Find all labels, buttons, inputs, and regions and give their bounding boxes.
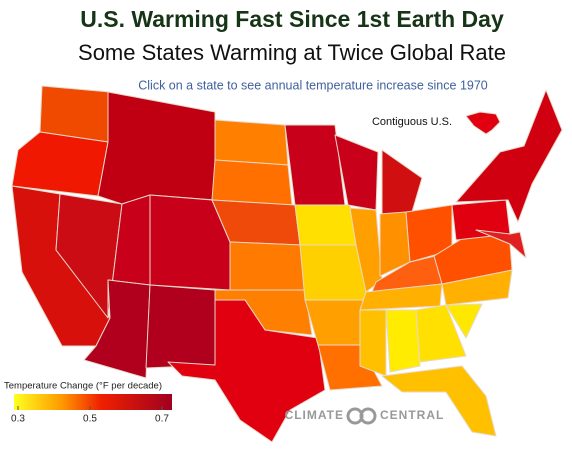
state[interactable] [97, 91, 216, 205]
inset-map [465, 111, 501, 135]
legend-title: Temperature Change (°F per decade) [4, 381, 162, 392]
state[interactable] [11, 131, 109, 197]
logo-left: CLIMATE [285, 408, 344, 422]
title: U.S. Warming Fast Since 1st Earth Day [80, 6, 504, 32]
logo: CLIMATE CENTRAL [285, 407, 444, 425]
state[interactable] [381, 149, 423, 215]
state[interactable] [475, 229, 527, 259]
inset-label: Contiguous U.S. [372, 116, 452, 128]
state[interactable] [229, 241, 306, 291]
state[interactable] [381, 365, 497, 437]
state[interactable] [145, 284, 216, 369]
us-map[interactable] [11, 85, 563, 443]
state[interactable] [294, 204, 357, 246]
legend-tick-label: 0.5 [83, 414, 97, 425]
legend-tick-label: 0.3 [11, 414, 25, 425]
state[interactable] [415, 304, 467, 363]
logo-icon [359, 407, 377, 425]
legend-ticks: 0.3 0.5 0.7 [11, 406, 169, 425]
subtitle: Some States Warming at Twice Global Rate [78, 40, 506, 65]
state[interactable] [385, 309, 421, 373]
legend-tick-label: 0.7 [155, 414, 169, 425]
legend-bar [14, 394, 172, 410]
state[interactable] [214, 119, 289, 166]
state[interactable] [211, 159, 293, 206]
state[interactable] [167, 299, 326, 443]
state[interactable] [455, 89, 563, 223]
instruction: Click on a state to see annual temperatu… [138, 78, 488, 92]
state[interactable] [359, 309, 387, 377]
logo-right: CENTRAL [380, 408, 444, 422]
state[interactable] [445, 303, 483, 339]
